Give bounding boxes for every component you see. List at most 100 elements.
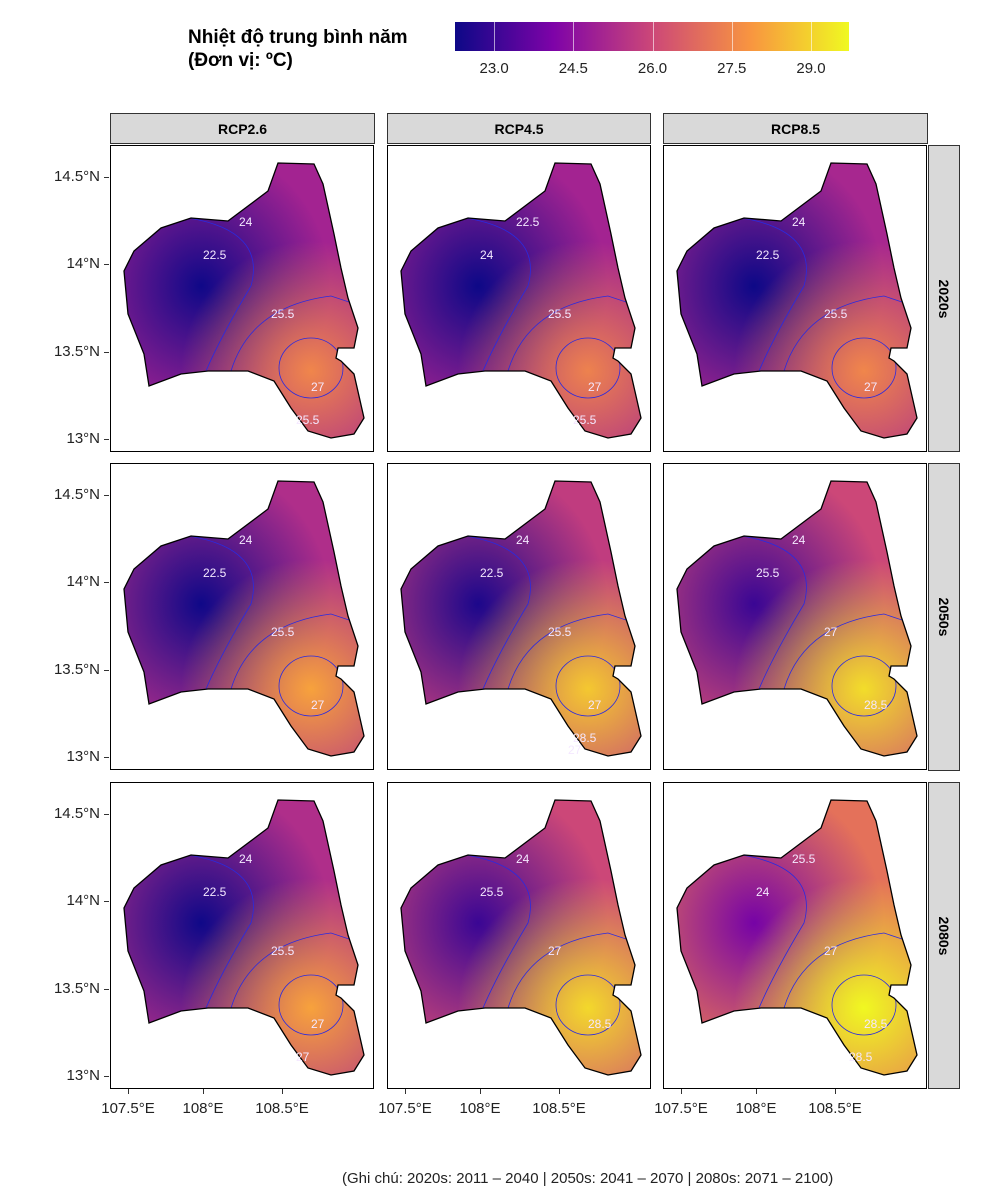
y-tick-mark [104,670,109,671]
strip-label: 2050s [936,597,952,637]
contour-label: 28.5 [573,731,597,745]
y-tick-label: 13.5°N [53,661,100,678]
contour-label: 28.5 [864,1017,888,1031]
province-boundary [123,480,365,757]
legend-tick-mark [652,22,654,51]
x-tick-mark [282,1089,283,1094]
contour-line [783,295,915,372]
legend-tick-label: 29.0 [796,60,826,77]
x-tick-label: 107.5°E [654,1100,708,1117]
contour-line [831,655,897,717]
y-tick-label: 14.5°N [53,168,100,185]
strip-rcp45: RCP4.5 [387,113,651,144]
y-tick-label: 14°N [66,892,100,909]
contour-label: 27 [864,380,878,394]
y-tick-mark [104,757,109,758]
y-tick-label: 13.5°N [53,343,100,360]
contour-line [230,932,362,1009]
province-boundary [400,480,642,757]
contour-label: 27 [311,698,325,712]
y-tick-label: 14.5°N [53,486,100,503]
map-panel-rcp26-2080s: 24 22.5 25.5 27 27 [110,782,374,1089]
contour-label: 28.5 [849,1050,873,1064]
x-tick-label: 107.5°E [378,1100,432,1117]
contour-line [507,932,639,1009]
contour-label: 24 [792,215,806,229]
y-tick-mark [104,352,109,353]
contour-label: 22.5 [203,566,227,580]
y-tick-mark [104,814,109,815]
contour-label: 22.5 [203,885,227,899]
y-tick-label: 14°N [66,255,100,272]
legend-tick-mark [494,22,496,51]
x-tick-label: 108.5°E [808,1100,862,1117]
contour-label: 24 [756,885,770,899]
y-tick-label: 13.5°N [53,980,100,997]
contour-label: 25.5 [296,413,320,427]
x-tick-label: 108.5°E [255,1100,309,1117]
contour-label: 27 [311,1017,325,1031]
map-panel-rcp45-2050s: 24 22.5 25.5 27 28.5 27 [387,463,651,770]
strip-2020s: 2020s [928,145,960,452]
contour-label: 28.5 [864,698,888,712]
strip-rcp85: RCP8.5 [663,113,928,144]
legend-title: Nhiệt độ trung bình năm (Đơn vị: ºC) [188,26,408,72]
map-panel-rcp45-2080s: 24 25.5 27 28.5 [387,782,651,1089]
contour-label: 27 [824,625,838,639]
legend-tick-mark [810,22,812,51]
y-tick-label: 13°N [66,430,100,447]
contour-label: 24 [480,248,494,262]
strip-2080s: 2080s [928,782,960,1089]
province-boundary [676,162,918,439]
y-tick-label: 13°N [66,1067,100,1084]
province-boundary [123,799,365,1076]
legend-title-line: Nhiệt độ trung bình năm [188,27,408,48]
legend-tick-label: 23.0 [479,60,509,77]
y-tick-mark [104,989,109,990]
map-panel-rcp45-2020s: 22.5 24 25.5 27 25.5 [387,145,651,452]
y-tick-label: 14.5°N [53,805,100,822]
contour-line [465,535,531,690]
contour-label: 24 [239,215,253,229]
footnote: (Ghi chú: 2020s: 2011 – 2040 | 2050s: 20… [342,1170,834,1187]
contour-line [831,337,897,399]
y-tick-label: 14°N [66,573,100,590]
map-panel-rcp26-2050s: 24 22.5 25.5 27 [110,463,374,770]
map-panel-rcp26-2020s: 24 22.5 25.5 27 25.5 [110,145,374,452]
contour-line [230,295,362,372]
x-tick-label: 108°E [459,1100,501,1117]
province-boundary [676,480,918,757]
y-tick-mark [104,582,109,583]
contour-line [230,613,362,690]
contour-label: 24 [516,852,530,866]
y-tick-mark [104,1076,109,1077]
contour-label: 24 [792,533,806,547]
contour-label: 27 [548,944,562,958]
contour-line [783,613,915,690]
contour-line [555,337,621,399]
contour-label: 24 [516,533,530,547]
province-boundary [676,799,918,1076]
province-boundary [400,162,642,439]
contour-line [555,655,621,717]
contour-label: 25.5 [271,944,295,958]
contour-label: 25.5 [480,885,504,899]
contour-line [278,974,344,1036]
map-panel-rcp85-2020s: 24 22.5 25.5 27 [663,145,927,452]
contour-label: 25.5 [792,852,816,866]
contour-line [831,974,897,1036]
contour-label: 25.5 [824,307,848,321]
contour-label: 22.5 [203,248,227,262]
legend-tick-label: 27.5 [717,60,747,77]
legend-tick-label: 26.0 [637,60,668,77]
contour-line [278,655,344,717]
x-tick-label: 108°E [182,1100,224,1117]
province-boundary [123,162,365,439]
contour-label: 25.5 [756,566,780,580]
contour-line [188,535,254,690]
contour-label: 22.5 [516,215,540,229]
y-tick-mark [104,264,109,265]
y-tick-label: 13°N [66,748,100,765]
contour-line [507,613,639,690]
